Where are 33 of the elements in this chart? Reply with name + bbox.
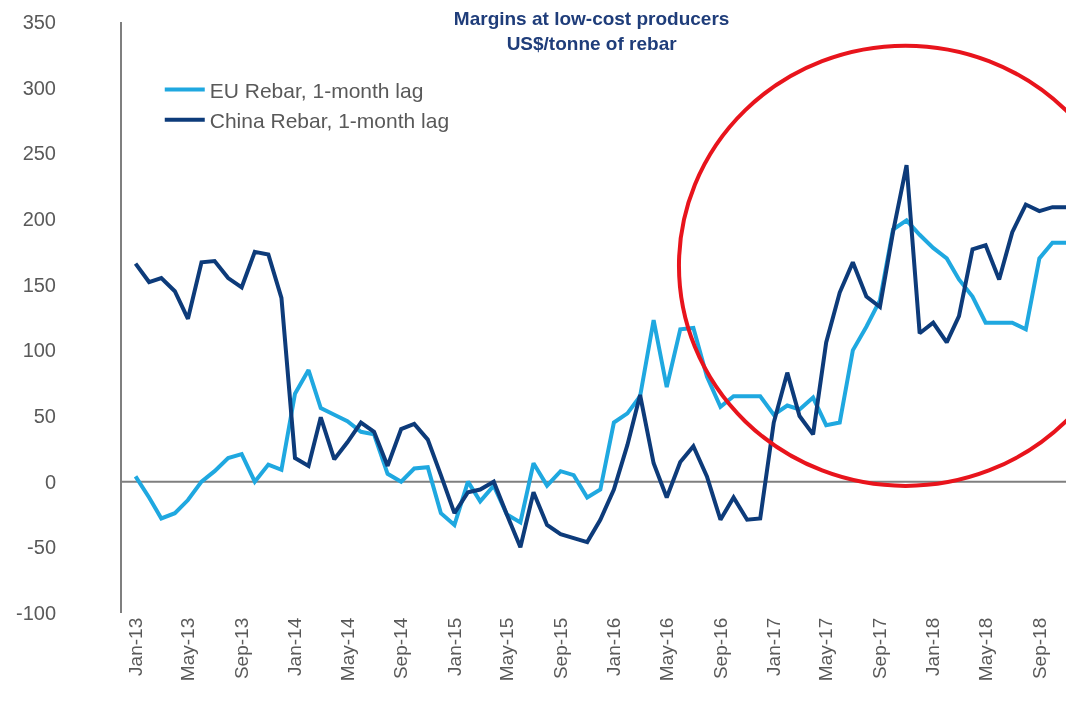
x-tick-label: Sep-14 [390,617,412,680]
y-tick-label: 250 [22,142,56,165]
x-tick-label: May-18 [974,617,996,682]
x-tick-label: May-13 [177,617,199,682]
x-tick-label: Jan-14 [284,617,306,676]
x-tick-label: May-17 [815,617,837,682]
text: US$/tonne of rebar [506,32,678,54]
x-tick-label: Sep-17 [869,617,891,680]
x-tick-label: Jan-15 [443,617,465,676]
x-tick-label: Jan-16 [603,617,625,676]
legend-label: EU Rebar, 1-month lag [209,78,424,102]
y-tick-label: -100 [15,602,56,624]
line-series [133,163,1066,550]
x-tick-label: May-15 [496,617,518,682]
x-tick-label: Jan-18 [922,617,944,676]
x-tick-label: May-16 [655,617,677,682]
legend-label: China Rebar, 1-month lag [209,108,450,132]
y-tick-label: 100 [22,339,56,362]
y-tick-label: 150 [22,273,56,296]
x-tick-label: May-14 [336,617,358,682]
y-tick-label: 200 [22,208,56,230]
x-tick-label: Jan-17 [762,617,784,676]
x-tick-label: Sep-13 [230,617,252,680]
y-tick-label: -50 [27,536,56,559]
y-tick-label: 350 [22,11,56,33]
x-tick-label: Jan-13 [124,617,146,676]
y-tick-label: 0 [44,470,56,493]
chart-title: Margins at low-cost producers [453,7,730,29]
y-tick-label: 300 [22,76,56,99]
x-tick-label: Sep-16 [709,617,731,680]
x-tick-label: Sep-15 [549,617,571,680]
y-tick-label: 50 [33,405,56,427]
x-tick-label: Sep-18 [1028,617,1050,680]
